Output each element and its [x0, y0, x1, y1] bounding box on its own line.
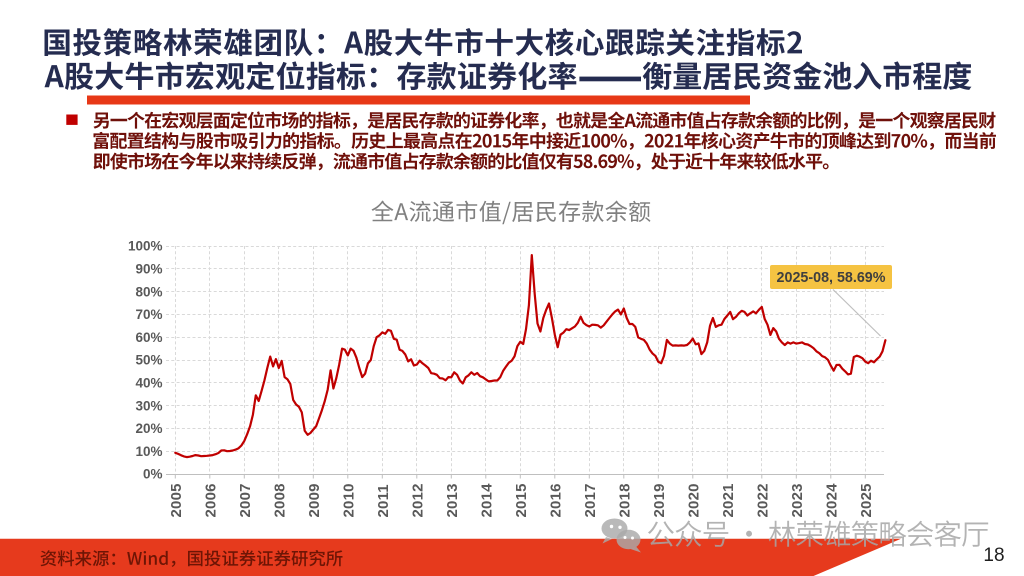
svg-text:2025-08, 58.69%: 2025-08, 58.69%: [777, 270, 886, 286]
svg-text:2011: 2011: [375, 484, 392, 517]
svg-text:50%: 50%: [135, 353, 162, 368]
svg-text:18: 18: [983, 545, 1004, 566]
svg-text:80%: 80%: [135, 284, 162, 299]
svg-text:20%: 20%: [135, 421, 162, 436]
svg-text:2005: 2005: [168, 483, 185, 517]
svg-text:2010: 2010: [340, 483, 357, 517]
svg-text:2009: 2009: [306, 483, 323, 517]
svg-text:100%: 100%: [128, 239, 163, 254]
svg-text:2020: 2020: [685, 483, 702, 517]
svg-text:2022: 2022: [754, 483, 771, 517]
svg-text:2006: 2006: [202, 483, 219, 517]
svg-text:2015: 2015: [513, 483, 530, 517]
svg-text:2007: 2007: [237, 483, 254, 517]
svg-text:2016: 2016: [547, 483, 564, 517]
svg-text:2017: 2017: [582, 483, 599, 517]
svg-text:90%: 90%: [135, 262, 162, 277]
svg-text:2012: 2012: [409, 483, 426, 517]
svg-text:30%: 30%: [135, 398, 162, 413]
svg-text:2023: 2023: [789, 483, 806, 517]
svg-text:2018: 2018: [616, 483, 633, 517]
svg-text:2014: 2014: [478, 483, 495, 518]
svg-text:2025: 2025: [858, 483, 875, 517]
svg-text:2019: 2019: [651, 483, 668, 517]
svg-text:0%: 0%: [143, 467, 163, 482]
svg-text:40%: 40%: [135, 376, 162, 391]
svg-text:70%: 70%: [135, 307, 162, 322]
svg-text:60%: 60%: [135, 330, 162, 345]
svg-text:2008: 2008: [271, 483, 288, 517]
svg-text:2024: 2024: [823, 483, 840, 518]
svg-text:2013: 2013: [444, 483, 461, 517]
svg-text:2021: 2021: [720, 483, 737, 517]
svg-text:10%: 10%: [135, 444, 162, 459]
